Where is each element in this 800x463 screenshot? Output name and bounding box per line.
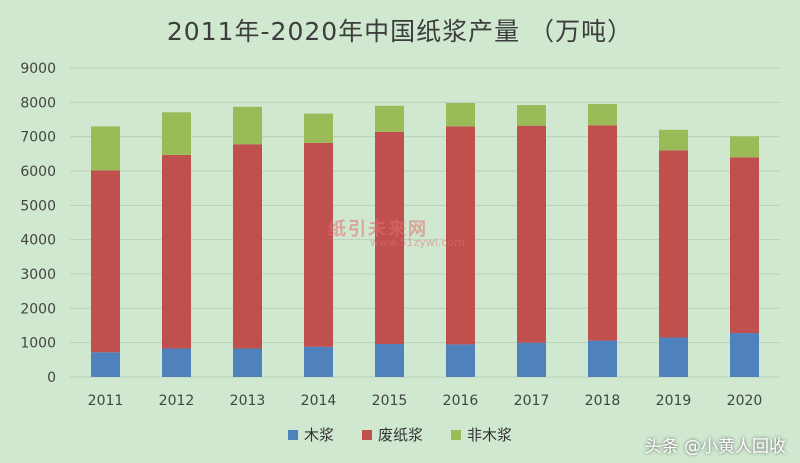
bar-segment: [233, 106, 262, 145]
bar-segment: [730, 136, 759, 158]
bar-segment: [304, 113, 333, 143]
legend-swatch: [451, 429, 461, 440]
y-tick-label: 8000: [20, 95, 56, 111]
x-tick-label: 2020: [727, 393, 763, 409]
legend-item-waste-paper-pulp: 废纸浆: [361, 424, 423, 445]
chart-title: 2011年-2020年中国纸浆产量 （万吨）: [166, 17, 634, 46]
bar-segment: [375, 131, 404, 345]
bar-segment: [446, 344, 475, 377]
bar-segment: [91, 352, 120, 377]
bar-segment: [517, 125, 546, 343]
x-tick-label: 2011: [88, 393, 124, 409]
legend-item-wood-pulp: 木浆: [287, 424, 334, 445]
bar-segment: [233, 144, 262, 349]
legend: 木浆 废纸浆 非木浆: [0, 424, 800, 445]
bar-segment: [162, 348, 191, 377]
bar-segment: [446, 126, 475, 345]
x-tick-label: 2017: [514, 393, 550, 409]
y-tick-label: 1000: [20, 336, 56, 352]
bar-segment: [659, 129, 688, 151]
bar-segment: [91, 170, 120, 353]
bar-segment: [730, 333, 759, 377]
bar-segment: [517, 105, 546, 126]
watermark-url: www.51zywl.com: [370, 236, 465, 249]
legend-label: 废纸浆: [377, 426, 423, 444]
bar-segment: [588, 104, 617, 126]
y-tick-label: 3000: [20, 267, 56, 283]
credit-text: 头条 @小黄人回收: [644, 437, 786, 457]
legend-label: 非木浆: [467, 426, 513, 444]
legend-swatch: [287, 429, 298, 440]
x-tick-label: 2018: [585, 393, 621, 409]
watermark-logo: 纸引未来网: [328, 219, 428, 240]
y-tick-label: 7000: [20, 130, 56, 146]
bar-segment: [304, 142, 333, 347]
bar-segment: [588, 340, 617, 377]
bar-segment: [588, 125, 617, 341]
x-tick-label: 2013: [230, 393, 266, 409]
bar-segment: [91, 126, 120, 171]
bar-segment: [446, 103, 475, 127]
bar-segment: [162, 112, 191, 155]
bar-segment: [233, 348, 262, 377]
bar-segment: [730, 157, 759, 334]
legend-label: 木浆: [303, 426, 334, 444]
y-tick-label: 6000: [20, 164, 56, 180]
y-tick-label: 2000: [20, 301, 56, 317]
bar-segment: [517, 342, 546, 377]
bar-segment: [375, 105, 404, 132]
legend-item-non-wood-pulp: 非木浆: [451, 424, 512, 445]
bar-segment: [162, 154, 191, 349]
y-tick-label: 0: [47, 370, 56, 386]
bar-segment: [659, 337, 688, 377]
y-tick-label: 5000: [20, 198, 56, 214]
legend-swatch: [361, 429, 372, 440]
bar-segment: [659, 150, 688, 338]
x-tick-label: 2014: [301, 393, 337, 409]
bar-segment: [304, 346, 333, 377]
y-tick-label: 4000: [20, 233, 56, 249]
x-tick-label: 2016: [443, 393, 479, 409]
bar-segment: [375, 344, 404, 377]
x-tick-label: 2019: [656, 393, 692, 409]
x-tick-label: 2012: [159, 393, 195, 409]
y-tick-label: 9000: [20, 61, 56, 77]
x-tick-label: 2015: [372, 393, 408, 409]
